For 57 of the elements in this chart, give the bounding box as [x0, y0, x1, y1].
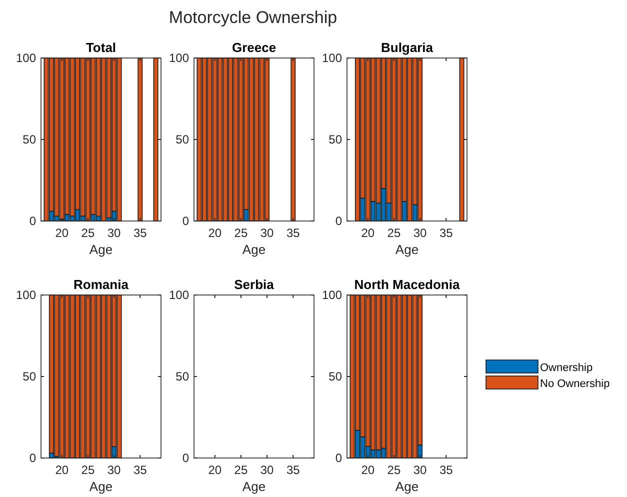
x-tick-label: 30	[107, 226, 122, 240]
x-tick-label: 35	[286, 226, 300, 240]
legend-label: Ownership	[540, 362, 593, 374]
x-tick-label: 30	[413, 463, 428, 477]
x-tick-label: 35	[133, 226, 148, 240]
legend-label: No Ownership	[540, 378, 610, 390]
x-tick-label: 20	[208, 463, 222, 477]
x-tick-label: 20	[361, 226, 375, 240]
x-tick-label: 25	[81, 463, 95, 477]
chart-title: Bulgaria	[380, 40, 434, 55]
y-tick-label: 50	[22, 370, 36, 384]
y-tick-label: 50	[176, 132, 190, 146]
y-tick-label: 50	[328, 370, 342, 384]
x-tick-label: 25	[81, 226, 95, 240]
x-tick-label: 35	[286, 463, 300, 477]
y-tick-label: 0	[182, 451, 190, 465]
x-tick-label: 20	[55, 226, 69, 240]
y-tick-label: 100	[168, 288, 190, 302]
chart-title: Total	[86, 40, 116, 55]
y-tick-label: 100	[16, 288, 36, 302]
x-axis-title: Age	[89, 479, 113, 494]
y-tick-label: 0	[335, 451, 342, 465]
x-tick-label: 25	[234, 226, 248, 240]
x-tick-label: 35	[439, 226, 454, 240]
y-tick-label: 50	[22, 132, 36, 146]
x-tick-label: 25	[234, 463, 248, 477]
chart-title: Serbia	[234, 277, 275, 292]
x-axis-title: Age	[242, 479, 266, 494]
x-tick-label: 30	[260, 226, 274, 240]
chart-title: Romania	[74, 277, 130, 292]
x-tick-label: 20	[55, 463, 69, 477]
y-tick-label: 0	[29, 214, 36, 228]
x-tick-label: 20	[361, 463, 375, 477]
y-tick-label: 100	[322, 51, 342, 65]
y-tick-label: 50	[328, 132, 342, 146]
x-tick-label: 30	[413, 226, 428, 240]
x-tick-label: 30	[260, 463, 274, 477]
text: Motorcycle Ownership	[168, 8, 338, 27]
x-tick-label: 20	[208, 226, 222, 240]
y-tick-label: 0	[182, 214, 190, 228]
x-axis-title: Age	[395, 479, 419, 494]
x-tick-label: 35	[439, 463, 454, 477]
y-tick-label: 100	[168, 51, 190, 65]
x-tick-label: 35	[133, 463, 148, 477]
x-tick-label: 25	[387, 226, 401, 240]
chart-title: Greece	[232, 40, 276, 55]
y-tick-label: 0	[335, 214, 342, 228]
y-tick-label: 50	[176, 370, 190, 384]
x-axis-title: Age	[89, 242, 113, 257]
y-tick-label: 100	[16, 51, 36, 65]
x-tick-label: 25	[387, 463, 401, 477]
y-tick-label: 100	[322, 288, 342, 302]
y-tick-label: 0	[29, 451, 36, 465]
x-tick-label: 30	[107, 463, 122, 477]
chart-title: North Macedonia	[354, 277, 460, 292]
x-axis-title: Age	[395, 242, 419, 257]
x-axis-title: Age	[242, 242, 266, 257]
